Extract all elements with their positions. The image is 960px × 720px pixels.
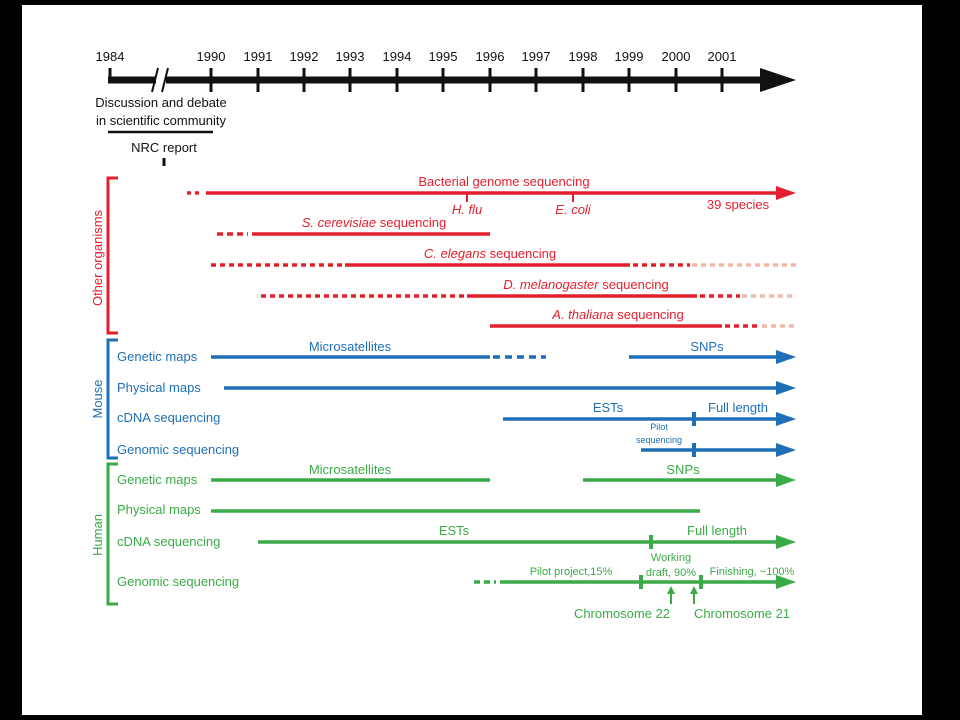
thaliana-label-rest: sequencing [614, 307, 684, 322]
elegans-species-name: C. elegans [424, 246, 487, 261]
human-physical-maps-label: Physical maps [117, 502, 201, 517]
timeline-axis: 1984 1990 1991 1992 1993 1994 1995 1996 … [95, 49, 796, 166]
elegans-label: C. elegans sequencing [424, 246, 556, 261]
chromosome-22-arrowhead [667, 586, 675, 594]
other-organisms-label: Other organisms [90, 209, 105, 306]
year-label-1997: 1997 [522, 49, 551, 64]
mouse-pilot-label-line-1: Pilot [650, 422, 668, 432]
discussion-line-2: in scientific community [96, 113, 227, 128]
human-bracket [106, 462, 118, 606]
melanogaster-sequencing-row: D. melanogaster sequencing [261, 277, 796, 298]
year-label-1996: 1996 [476, 49, 505, 64]
mouse-genomic-row: Pilot sequencing [636, 422, 796, 457]
cerevisiae-sequencing-row: S. cerevisiae sequencing [217, 215, 490, 236]
human-pilot-project-label: Pilot project,15% [530, 566, 613, 578]
chromosome-21-label: Chromosome 21 [694, 606, 790, 621]
human-genetic-maps-row: Microsatellites SNPs [211, 462, 796, 487]
human-genomic-arrowhead [776, 575, 796, 589]
nrc-report-label: NRC report [131, 140, 197, 155]
human-cdna-label: cDNA sequencing [117, 534, 220, 549]
human-genomic-row: Pilot project,15% Working draft, 90% Fin… [474, 552, 796, 621]
mouse-ests-label: ESTs [593, 400, 624, 415]
mouse-cdna-arrowhead [776, 412, 796, 426]
year-label-1991: 1991 [244, 49, 273, 64]
axis-arrowhead [760, 68, 796, 92]
human-snps-label: SNPs [666, 462, 700, 477]
thaliana-species-name: A. thaliana [551, 307, 613, 322]
mouse-microsatellites-label: Microsatellites [309, 339, 392, 354]
human-group: Human Genetic maps Physical maps cDNA se… [90, 462, 796, 621]
human-working-draft-line-2: draft, 90% [646, 567, 696, 579]
other-organisms-group: Other organisms Bacterial genome sequenc… [90, 174, 796, 335]
melanogaster-label-rest: sequencing [599, 277, 669, 292]
year-label-1992: 1992 [290, 49, 319, 64]
melanogaster-species-name: D. melanogaster [503, 277, 599, 292]
human-row-labels: Genetic maps Physical maps cDNA sequenci… [117, 472, 239, 589]
mouse-group: Mouse Genetic maps Physical maps cDNA se… [90, 338, 796, 460]
axis-break-mark-2 [161, 67, 169, 93]
mouse-bracket [106, 338, 118, 460]
elegans-sequencing-row: C. elegans sequencing [211, 246, 796, 267]
genome-timeline-diagram: 1984 1990 1991 1992 1993 1994 1995 1996 … [90, 49, 796, 621]
year-label-1995: 1995 [429, 49, 458, 64]
year-label-2001: 2001 [708, 49, 737, 64]
axis-break-mark-1 [151, 67, 159, 93]
mouse-cdna-label: cDNA sequencing [117, 410, 220, 425]
year-label-1984: 1984 [96, 49, 125, 64]
axis-ticks [108, 68, 724, 92]
human-full-length-label: Full length [687, 523, 747, 538]
year-label-1994: 1994 [383, 49, 412, 64]
human-microsatellites-label: Microsatellites [309, 462, 392, 477]
human-genomic-label: Genomic sequencing [117, 574, 239, 589]
human-genetic-maps-label: Genetic maps [117, 472, 198, 487]
mouse-snps-arrowhead [776, 350, 796, 364]
thaliana-sequencing-row: A. thaliana sequencing [490, 307, 796, 328]
human-working-draft-line-1: Working [651, 552, 691, 564]
human-snps-arrowhead [776, 473, 796, 487]
mouse-row-labels: Genetic maps Physical maps cDNA sequenci… [117, 349, 239, 457]
discussion-line-1: Discussion and debate [95, 95, 227, 110]
melanogaster-label: D. melanogaster sequencing [503, 277, 669, 292]
thaliana-label: A. thaliana sequencing [551, 307, 684, 322]
axis-year-labels: 1984 1990 1991 1992 1993 1994 1995 1996 … [96, 49, 737, 64]
year-label-1990: 1990 [197, 49, 226, 64]
discussion-annotation: Discussion and debate in scientific comm… [95, 95, 227, 166]
human-label: Human [90, 514, 105, 556]
mouse-physical-maps-label: Physical maps [117, 380, 201, 395]
mouse-pilot-label-line-2: sequencing [636, 435, 682, 445]
year-label-1993: 1993 [336, 49, 365, 64]
mouse-label: Mouse [90, 379, 105, 418]
bacterial-sequencing-row: Bacterial genome sequencing H. flu E. co… [187, 174, 796, 217]
other-organisms-bracket [106, 176, 118, 335]
year-label-1998: 1998 [569, 49, 598, 64]
mouse-physical-maps-row [224, 381, 796, 395]
mouse-genomic-arrowhead [776, 443, 796, 457]
mouse-cdna-row: ESTs Full length [503, 400, 796, 426]
mouse-genomic-label: Genomic sequencing [117, 442, 239, 457]
cerevisiae-label: S. cerevisiae sequencing [302, 215, 447, 230]
human-cdna-arrowhead [776, 535, 796, 549]
mouse-snps-label: SNPs [690, 339, 724, 354]
hflu-label: H. flu [452, 202, 482, 217]
bacterial-label: Bacterial genome sequencing [418, 174, 589, 189]
mouse-physical-maps-arrowhead [776, 381, 796, 395]
cerevisiae-species-name: S. cerevisiae [302, 215, 376, 230]
year-label-2000: 2000 [662, 49, 691, 64]
year-label-1999: 1999 [615, 49, 644, 64]
human-finishing-label: Finishing, ~100% [710, 566, 795, 578]
mouse-genetic-maps-label: Genetic maps [117, 349, 198, 364]
chromosome-21-arrowhead [690, 586, 698, 594]
elegans-label-rest: sequencing [486, 246, 556, 261]
bacterial-arrowhead [776, 186, 796, 200]
species-count-label: 39 species [707, 197, 770, 212]
chromosome-22-label: Chromosome 22 [574, 606, 670, 621]
human-ests-label: ESTs [439, 523, 470, 538]
mouse-genetic-maps-row: Microsatellites SNPs [211, 339, 796, 364]
cerevisiae-label-rest: sequencing [376, 215, 446, 230]
slide-canvas: 1984 1990 1991 1992 1993 1994 1995 1996 … [22, 5, 922, 715]
human-cdna-row: ESTs Full length [258, 523, 796, 549]
mouse-full-length-label: Full length [708, 400, 768, 415]
ecoli-label: E. coli [555, 202, 592, 217]
